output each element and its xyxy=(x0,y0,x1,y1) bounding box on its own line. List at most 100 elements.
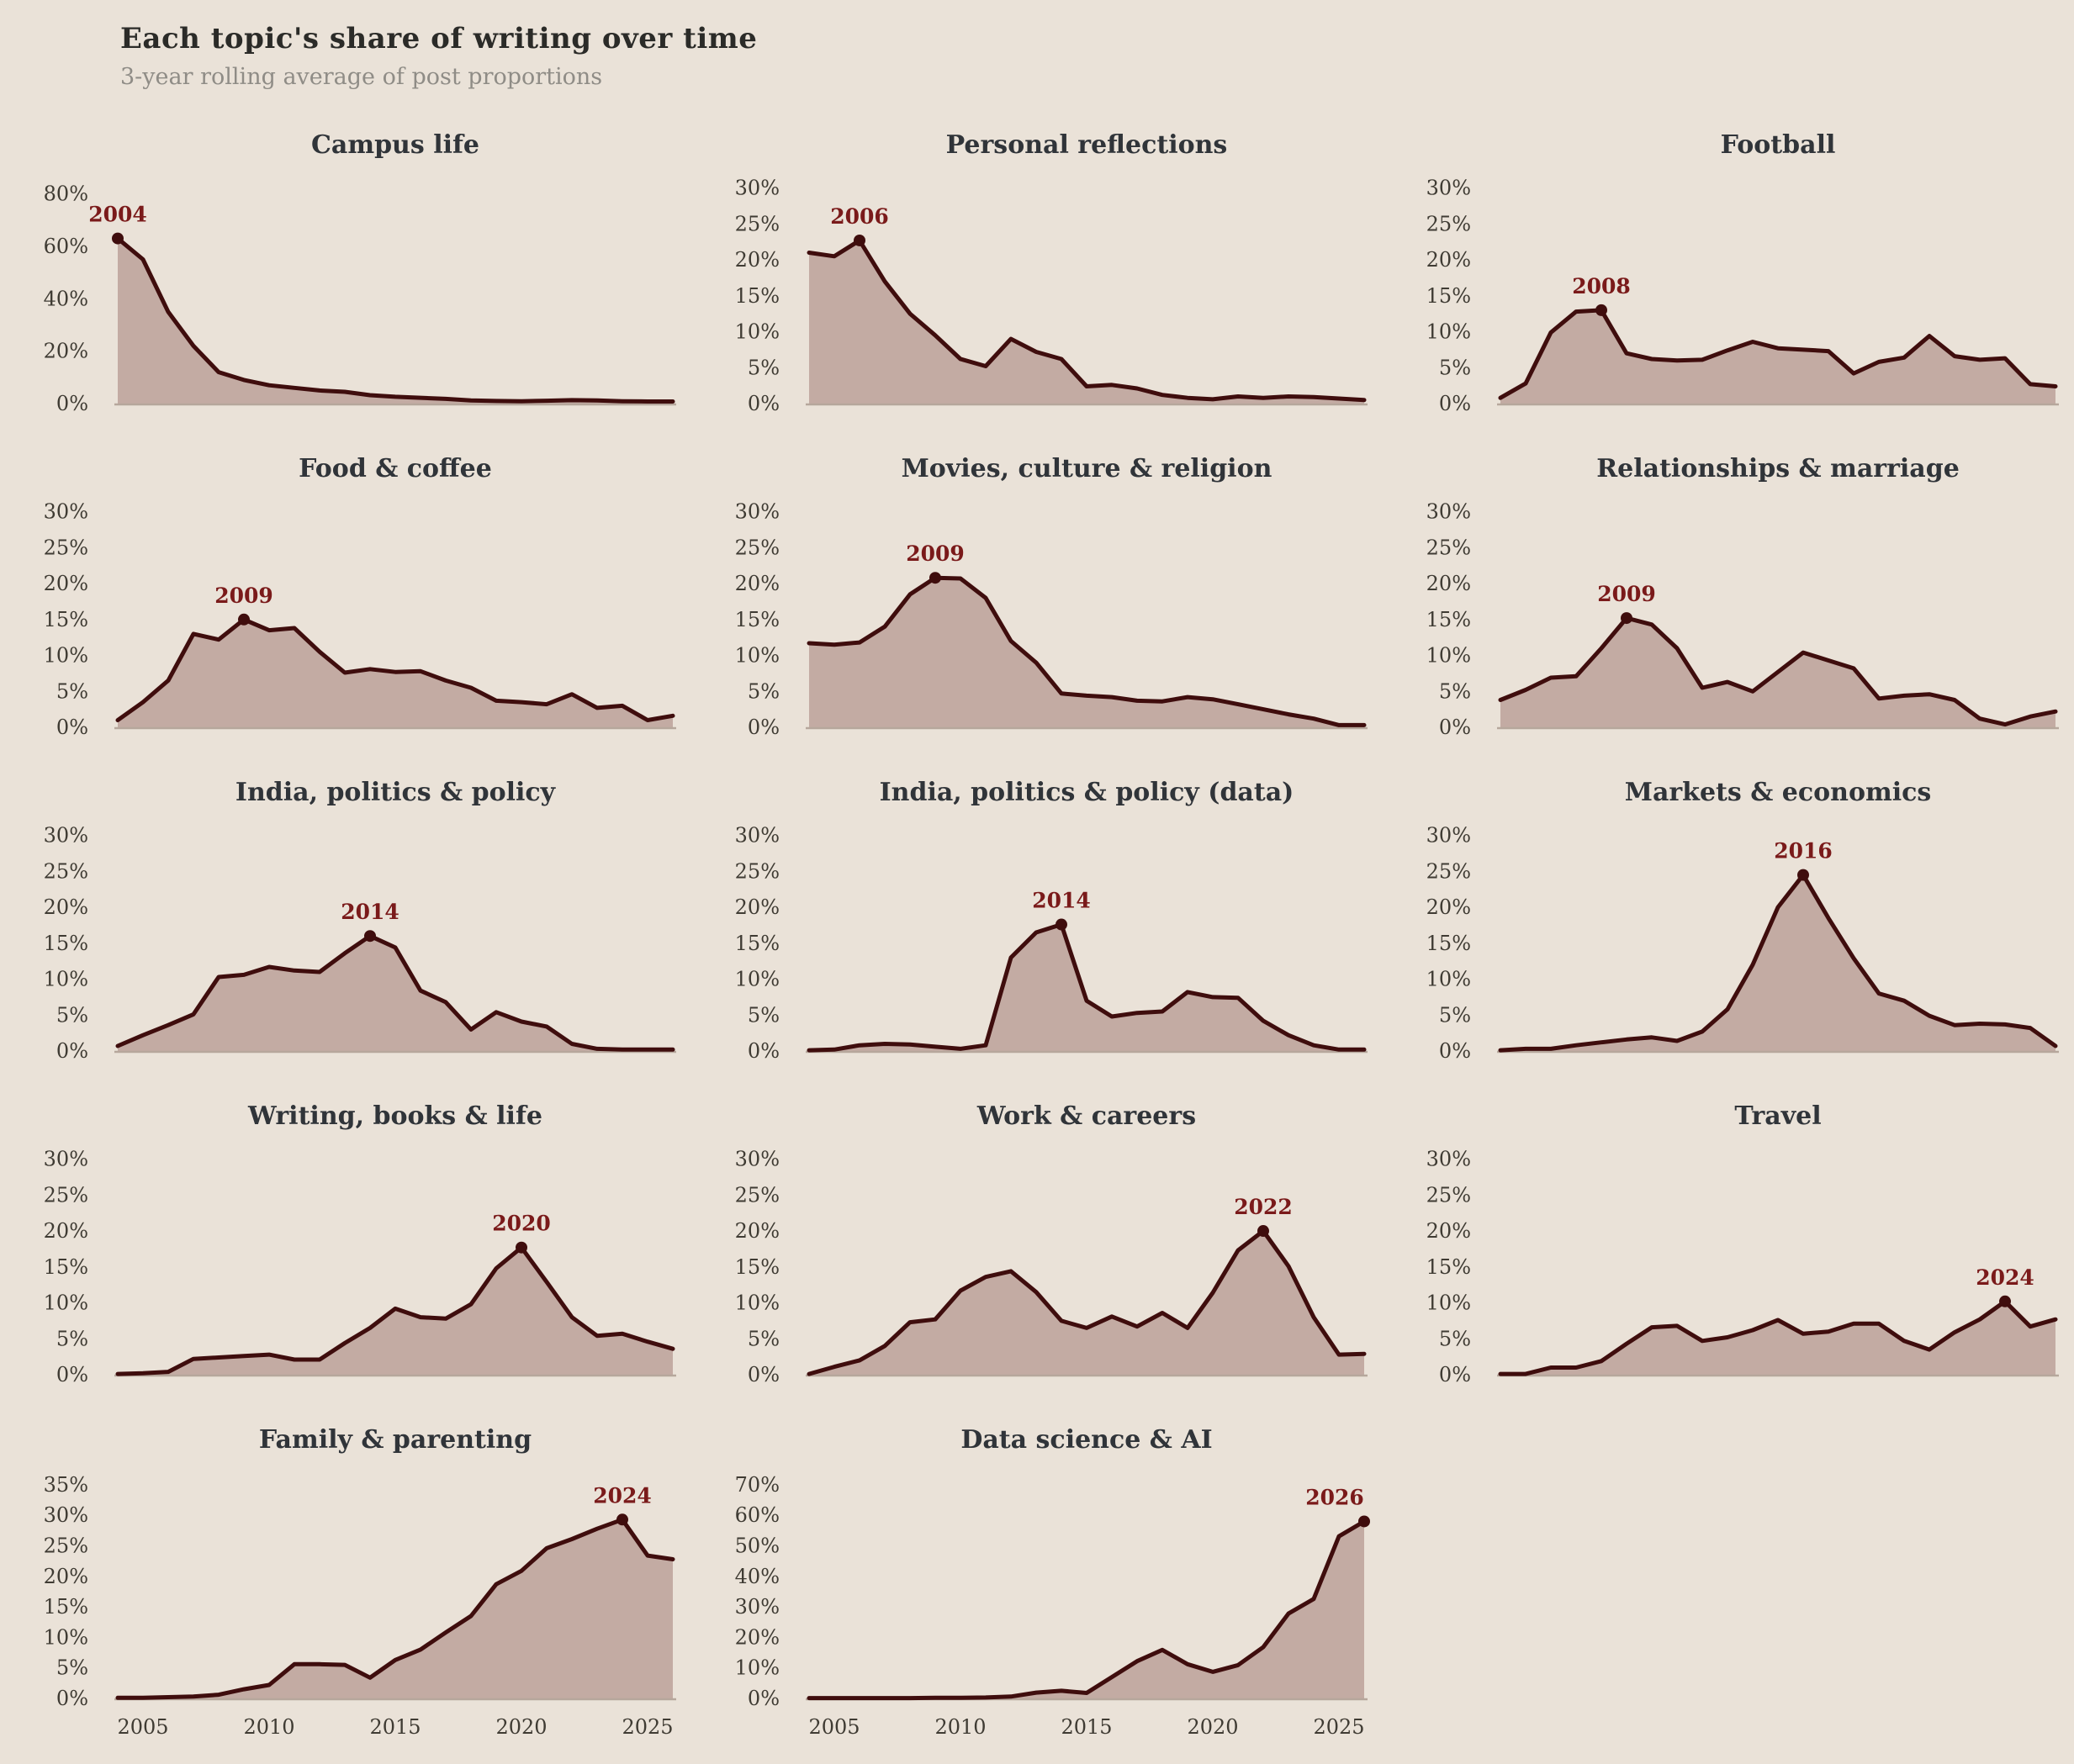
y-tick-label: 30% xyxy=(735,1148,780,1171)
y-tick-label: 30% xyxy=(44,824,88,848)
trend-line xyxy=(1498,615,2058,727)
x-tick-label: 2020 xyxy=(495,1715,547,1739)
area-chart-svg: India, politics & policy (data) 0% 5% 10% 15… xyxy=(735,778,1368,1063)
chart-title: Campus life xyxy=(311,130,479,160)
y-tick-label: 0% xyxy=(1439,716,1471,739)
chart-football: Football 0% 5% 10% 15% 20% 25% 30% 2008 xyxy=(1383,109,2074,433)
x-tick-label: 2010 xyxy=(934,1715,986,1739)
y-tick-label: 15% xyxy=(44,1595,88,1619)
chart-work-careers: Work & careers 0% 5% 10% 15% 20% 25% 30% 2022 xyxy=(691,1080,1383,1404)
y-tick-label: 25% xyxy=(44,859,88,883)
peak-dot xyxy=(929,572,941,584)
y-tick-label: 10% xyxy=(44,1625,88,1649)
peak-dot xyxy=(364,930,376,943)
y-tick-label: 25% xyxy=(735,859,780,883)
page-header: Each topic's share of writing over time … xyxy=(120,22,757,90)
chart-title: India, politics & policy (data) xyxy=(880,778,1294,807)
area-chart-svg: Movies, culture & religion 0% 5% 10% 15% 20% 2… xyxy=(735,454,1368,739)
y-tick-label: 30% xyxy=(44,1503,88,1527)
y-tick-label: 60% xyxy=(735,1503,780,1527)
y-tick-label: 25% xyxy=(735,536,780,559)
peak-year-label: 2009 xyxy=(906,541,965,566)
peak-dot xyxy=(238,613,250,626)
y-tick-label: 10% xyxy=(735,1291,780,1315)
y-tick-label: 15% xyxy=(1426,932,1471,955)
y-tick-label: 10% xyxy=(1426,644,1471,668)
peak-year-label: 2022 xyxy=(1234,1195,1293,1219)
y-tick-label: 70% xyxy=(735,1473,780,1497)
peak-year-label: 2026 xyxy=(1305,1485,1364,1509)
y-tick-label: 15% xyxy=(44,1255,88,1279)
y-tick-label: 5% xyxy=(56,679,88,703)
y-tick-label: 0% xyxy=(1439,1039,1471,1063)
chart-personal-reflections: Personal reflections 0% 5% 10% 15% 20% 25% 30% 2… xyxy=(691,109,1383,433)
chart-family-parenting: Family & parenting 0% 5% 10% 15% 20% 25% 30% 35%… xyxy=(0,1404,691,1761)
area-fill xyxy=(809,1521,1364,1698)
chart-title: Writing, books & life xyxy=(247,1101,542,1131)
y-tick-label: 5% xyxy=(748,1327,780,1350)
area-chart-svg: Relationships & marriage 0% 5% 10% 15% 20% 25%… xyxy=(1426,454,2059,739)
chart-title: Personal reflections xyxy=(946,130,1228,160)
peak-dot xyxy=(1056,918,1067,931)
peak-year-label: 2024 xyxy=(1976,1265,2034,1290)
trend-line xyxy=(115,1245,675,1376)
x-tick-label: 2015 xyxy=(369,1715,421,1739)
y-tick-label: 10% xyxy=(44,644,88,668)
trend-line xyxy=(1498,873,2058,1053)
peak-year-label: 2009 xyxy=(1597,582,1656,606)
chart-title: Food & coffee xyxy=(299,454,492,483)
chart-movies-culture-religion: Movies, culture & religion 0% 5% 10% 15% 20% 2… xyxy=(691,433,1383,757)
chart-relationships-marriage: Relationships & marriage 0% 5% 10% 15% 20% 25%… xyxy=(1383,433,2074,757)
y-tick-label: 20% xyxy=(735,248,780,272)
y-tick-label: 20% xyxy=(44,1565,88,1588)
x-tick-label: 2005 xyxy=(808,1715,860,1739)
y-tick-label: 50% xyxy=(735,1534,780,1557)
area-chart-svg: Markets & economics 0% 5% 10% 15% 20% 25% 30% 20… xyxy=(1426,778,2059,1063)
peak-year-label: 2009 xyxy=(214,584,273,608)
y-tick-label: 20% xyxy=(44,1219,88,1243)
y-tick-label: 0% xyxy=(748,1687,780,1710)
chart-title: Travel xyxy=(1734,1101,1821,1131)
trend-line xyxy=(115,933,675,1052)
peak-year-label: 2006 xyxy=(830,204,889,229)
x-tick-label: 2025 xyxy=(622,1715,673,1739)
trend-line xyxy=(115,236,675,404)
y-tick-label: 30% xyxy=(1426,1148,1471,1171)
y-tick-label: 20% xyxy=(735,1219,780,1243)
y-tick-label: 30% xyxy=(735,177,780,200)
area-chart-svg: Personal reflections 0% 5% 10% 15% 20% 25% 30% 2… xyxy=(735,130,1368,415)
chart-title: Work & careers xyxy=(976,1101,1196,1131)
y-tick-label: 20% xyxy=(1426,895,1471,919)
peak-year-label: 2014 xyxy=(1032,889,1091,913)
chart-title: Markets & economics xyxy=(1625,778,1932,807)
peak-dot xyxy=(1595,304,1607,316)
chart-travel: Travel 0% 5% 10% 15% 20% 25% 30% 2024 xyxy=(1383,1080,2074,1404)
y-tick-label: 5% xyxy=(748,679,780,703)
trend-line xyxy=(1498,1299,2058,1376)
y-tick-label: 20% xyxy=(1426,572,1471,595)
y-tick-label: 0% xyxy=(56,1363,88,1386)
peak-year-label: 2014 xyxy=(341,900,399,924)
y-tick-label: 25% xyxy=(44,1183,88,1207)
chart-title: India, politics & policy xyxy=(235,778,557,807)
y-tick-label: 5% xyxy=(1439,1327,1471,1350)
area-fill xyxy=(118,238,673,404)
chart-title: Family & parenting xyxy=(259,1425,532,1455)
y-tick-label: 35% xyxy=(44,1473,88,1497)
y-tick-label: 10% xyxy=(44,968,88,991)
peak-year-label: 2016 xyxy=(1774,839,1833,864)
peak-year-label: 2004 xyxy=(88,203,147,227)
area-chart-svg: Writing, books & life 0% 5% 10% 15% 20% 25% 30%… xyxy=(44,1101,676,1386)
peak-dot xyxy=(516,1241,527,1254)
y-tick-label: 30% xyxy=(1426,177,1471,200)
chart-india-politics-policy-data: India, politics & policy (data) 0% 5% 10% 15… xyxy=(691,757,1383,1080)
trend-line xyxy=(807,575,1367,727)
chart-campus-life: Campus life 0% 20% 40% 60% 80% 2004 xyxy=(0,109,691,433)
peak-dot xyxy=(1797,869,1809,881)
y-tick-label: 30% xyxy=(735,1595,780,1619)
y-tick-label: 15% xyxy=(735,284,780,308)
chart-title: Relationships & marriage xyxy=(1596,454,1960,483)
y-tick-label: 60% xyxy=(44,235,88,258)
y-tick-label: 20% xyxy=(1426,1219,1471,1243)
y-tick-label: 10% xyxy=(1426,1291,1471,1315)
